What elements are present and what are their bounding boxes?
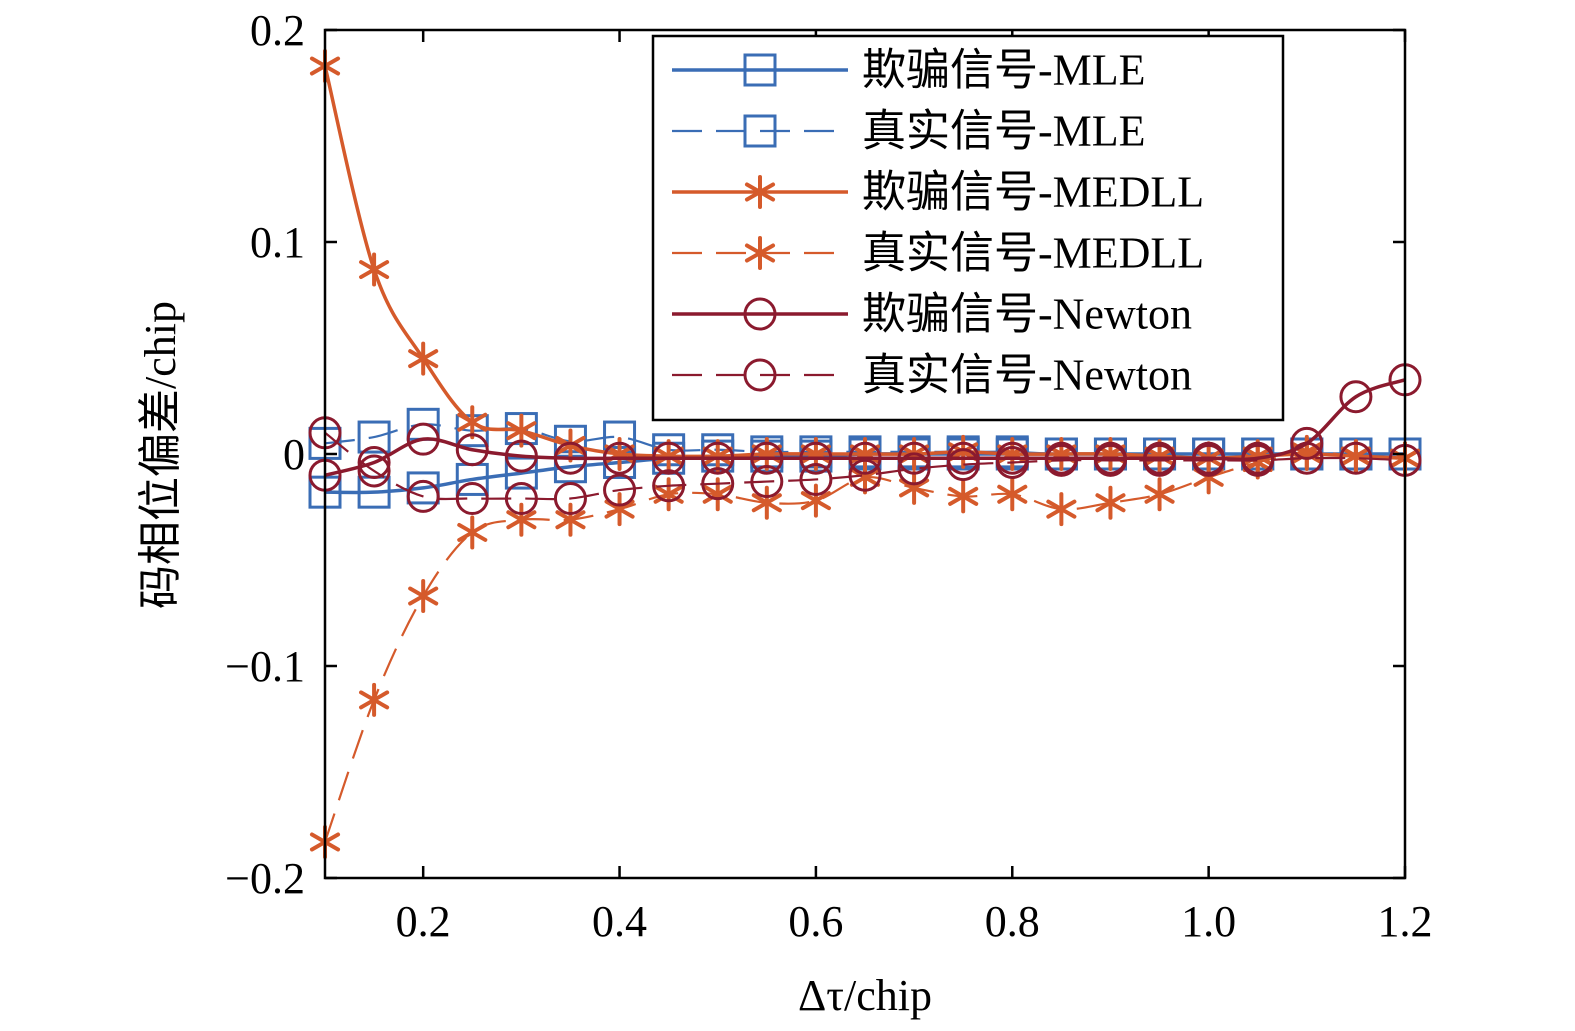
- series-2-point-2: [408, 341, 439, 376]
- series-4-point-11: [848, 441, 882, 475]
- series-5-point-13: [946, 448, 980, 482]
- series-line-4: [324, 378, 1406, 477]
- x-tick-label: 0.4: [592, 897, 647, 946]
- series-4-point-9: [750, 441, 784, 475]
- plot-layer: [308, 49, 1422, 859]
- series-5-point-12: [897, 452, 931, 486]
- legend-label: 欺骗信号-MLE: [862, 46, 1146, 95]
- series-5-point-6: [603, 473, 637, 507]
- series-4-point-1: [357, 445, 391, 479]
- series-4-point-21: [1339, 380, 1373, 414]
- axes-layer: 0.2 0.4 0.6 0.8 1.0 1.2 −0.2 −0.1 0 0.1 0.2: [225, 6, 1432, 946]
- series-2-point-3: [457, 405, 488, 440]
- series-5-point-10: [799, 462, 833, 496]
- legend-label: 真实信号-MLE: [862, 107, 1146, 156]
- legend-marker: [743, 114, 777, 148]
- series-3-point-5: [555, 502, 586, 537]
- series-5-point-1: [357, 454, 391, 488]
- y-axis-title: 码相位偏差/chip: [136, 301, 185, 609]
- y-tick-label: 0.2: [250, 6, 305, 55]
- legend-label: 真实信号-MEDLL: [862, 229, 1204, 278]
- series-5-point-9: [750, 465, 784, 499]
- series-4-point-6: [603, 441, 637, 475]
- series-4-point-8: [701, 441, 735, 475]
- series-5-point-7: [652, 469, 686, 503]
- y-tick-label: −0.2: [225, 854, 305, 903]
- legend-item: 真实信号-MLE: [672, 107, 1146, 156]
- x-axis-title: Δτ/chip: [798, 971, 932, 1020]
- legend-box: [651, 34, 1285, 422]
- legend-item: 欺骗信号-MEDLL: [672, 168, 1204, 217]
- series-3-point-6: [604, 492, 635, 527]
- series-1-point-1: [357, 420, 391, 454]
- series-3-point-12: [899, 470, 930, 505]
- series-3-point-9: [751, 485, 782, 520]
- series-5-point-5: [553, 482, 587, 516]
- legend-marker: [743, 53, 777, 87]
- series-5-point-2: [406, 479, 440, 513]
- series-5-point-16: [1093, 443, 1127, 477]
- series-4-point-7: [652, 441, 686, 475]
- series-2-point-8: [702, 439, 733, 474]
- legend-item: 真实信号-MEDLL: [672, 229, 1204, 278]
- series-2-point-1: [359, 252, 390, 287]
- series-5-point-17: [1143, 443, 1177, 477]
- series-4-point-20: [1290, 426, 1324, 460]
- x-tick-label: 0.6: [788, 897, 843, 946]
- y-tick-label: −0.1: [225, 642, 305, 691]
- series-5-point-8: [701, 467, 735, 501]
- series-3-point-18: [1193, 460, 1224, 495]
- series-3-point-2: [408, 579, 439, 614]
- series-5-point-21: [1339, 441, 1373, 475]
- series-3-point-16: [1095, 485, 1126, 520]
- legend-item: 欺骗信号-MLE: [672, 46, 1146, 95]
- series-3-point-11: [849, 460, 881, 495]
- legend-item: 真实信号-Newton: [672, 351, 1192, 400]
- x-tick-label: 0.8: [985, 897, 1040, 946]
- legend-label: 欺骗信号-Newton: [862, 290, 1192, 339]
- series-4-point-12: [897, 441, 931, 475]
- series-4-point-3: [455, 433, 489, 467]
- series-0-point-4: [504, 456, 538, 490]
- legend-marker: [743, 358, 777, 392]
- series-5-point-19: [1241, 443, 1275, 477]
- y-tick-label: 0.1: [250, 218, 305, 267]
- legend-label: 欺骗信号-MEDLL: [862, 168, 1204, 217]
- series-5-point-11: [848, 458, 882, 492]
- series-5-point-20: [1290, 441, 1324, 475]
- series-4-point-4: [504, 439, 538, 473]
- series-4-point-2: [406, 422, 440, 456]
- x-tick-label: 1.2: [1378, 897, 1433, 946]
- series-line-3: [323, 450, 1406, 843]
- series-3-point-15: [1046, 492, 1077, 527]
- series-2-point-5: [555, 428, 586, 463]
- series-5-point-3: [455, 482, 489, 516]
- series-0-point-2: [406, 471, 440, 505]
- series-5-point-15: [1044, 443, 1078, 477]
- legend-marker: [743, 297, 777, 331]
- legend-item: 欺骗信号-Newton: [672, 290, 1192, 339]
- series-3-point-4: [506, 502, 537, 537]
- legend: 欺骗信号-MLE 真实信号-MLE 欺骗信号-MEDLL 真实信号-MEDLL 欺骗信号…: [651, 34, 1285, 422]
- series-3-point-10: [800, 483, 831, 518]
- x-tick-label: 1.0: [1181, 897, 1236, 946]
- series-5-point-14: [995, 445, 1029, 479]
- x-tick-label: 0.2: [396, 897, 451, 946]
- legend-label: 真实信号-Newton: [862, 351, 1192, 400]
- series-4-point-10: [799, 441, 833, 475]
- series-5-point-18: [1192, 443, 1226, 477]
- series-2-point-7: [653, 439, 684, 474]
- series-3-point-17: [1144, 477, 1175, 512]
- legend-marker: [744, 175, 776, 209]
- series-3-point-1: [359, 682, 390, 717]
- y-tick-label: 0: [283, 430, 305, 479]
- series-3-point-3: [457, 515, 488, 550]
- series-3-point-21: [1340, 439, 1371, 474]
- series-3-point-14: [997, 477, 1028, 512]
- series-3-point-13: [948, 479, 979, 514]
- series-5-point-4: [504, 482, 538, 516]
- legend-marker: [744, 236, 776, 270]
- series-4-point-5: [553, 441, 587, 475]
